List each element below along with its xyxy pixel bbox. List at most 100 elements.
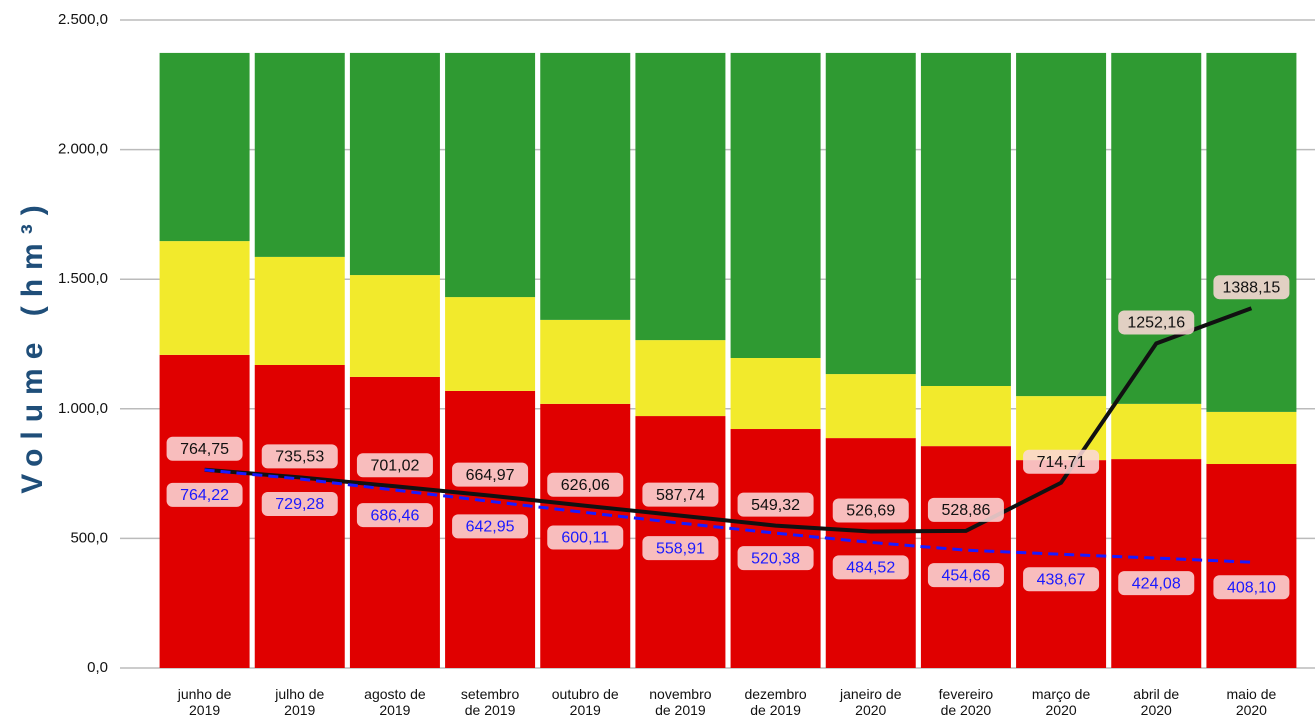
data-label: 484,52 — [832, 555, 909, 580]
data-label: 701,02 — [356, 453, 433, 478]
bar-segment — [825, 374, 916, 439]
data-label-box — [452, 462, 529, 487]
data-label: 642,95 — [452, 514, 529, 539]
x-tick-label: agosto de 2019 — [364, 686, 426, 718]
bar-segment — [254, 364, 345, 668]
y-tick-label: 0,0 — [87, 659, 108, 676]
data-label-box — [356, 453, 433, 478]
data-label-text: 454,66 — [941, 567, 990, 584]
bar-segment — [349, 275, 440, 377]
x-tick-label: janeiro de 2020 — [840, 686, 902, 718]
data-label: 686,46 — [356, 503, 433, 528]
bar-segment — [635, 52, 726, 341]
y-axis-label: Volume (hm³) — [16, 196, 49, 493]
data-label-box — [832, 498, 909, 523]
y-tick-label: 2.500,0 — [58, 11, 108, 28]
x-tick-label: março de 2020 — [1031, 686, 1091, 718]
data-label: 600,11 — [547, 525, 624, 550]
bar-segment — [445, 297, 536, 391]
bar-segment — [825, 52, 916, 375]
bar-segment — [445, 52, 536, 298]
data-label: 729,28 — [261, 491, 338, 516]
data-label: 520,38 — [737, 546, 814, 571]
data-label-text: 587,74 — [656, 487, 705, 504]
y-tick-label: 2.000,0 — [58, 141, 108, 158]
bar-segment — [540, 52, 631, 320]
bar-segment — [254, 256, 345, 365]
bar-segment — [254, 52, 345, 257]
data-label: 587,74 — [642, 482, 719, 507]
data-label-text: 686,46 — [370, 507, 419, 524]
data-label-box — [547, 525, 624, 550]
y-tick-label: 1.500,0 — [58, 270, 108, 287]
x-tick-label: junho de 2019 — [177, 686, 232, 718]
data-label-box — [166, 482, 243, 507]
bar-segment — [540, 319, 631, 404]
data-label-box — [832, 555, 909, 580]
data-label-text: 664,97 — [466, 467, 515, 484]
data-label-box — [642, 536, 719, 561]
data-label: 408,10 — [1213, 575, 1290, 600]
data-label: 735,53 — [261, 444, 338, 469]
data-label-text: 520,38 — [751, 550, 800, 567]
data-label-box — [927, 497, 1004, 522]
bar-segment — [1111, 52, 1202, 404]
bar-segment — [920, 385, 1011, 447]
data-label-box — [452, 514, 529, 539]
data-label-text: 528,86 — [941, 502, 990, 519]
data-label: 764,22 — [166, 482, 243, 507]
data-label-text: 764,75 — [180, 441, 229, 458]
data-label-text: 484,52 — [846, 560, 895, 577]
data-label: 528,86 — [927, 497, 1004, 522]
data-label-text: 558,91 — [656, 540, 705, 557]
bar-segment — [1206, 52, 1297, 412]
x-tick-label: maio de 2020 — [1226, 686, 1277, 718]
data-label-text: 424,08 — [1132, 575, 1181, 592]
bar-segment — [635, 340, 726, 417]
data-label-box — [166, 436, 243, 461]
bar-segment — [1016, 460, 1107, 668]
data-label-box — [1213, 275, 1290, 300]
data-label-text: 714,71 — [1037, 454, 1086, 471]
bar-segment — [730, 52, 821, 358]
data-label-text: 642,95 — [466, 519, 515, 536]
x-tick-label: fevereiro de 2020 — [938, 686, 994, 718]
x-tick-label: outubro de 2019 — [551, 686, 619, 718]
data-label-box — [1118, 571, 1195, 596]
data-label: 664,97 — [452, 462, 529, 487]
data-label-box — [547, 472, 624, 497]
data-label-text: 729,28 — [275, 496, 324, 513]
data-label-box — [927, 563, 1004, 588]
bar-segment — [730, 357, 821, 430]
data-label-text: 408,10 — [1227, 579, 1276, 596]
data-label-box — [737, 546, 814, 571]
bar-segment — [920, 446, 1011, 668]
data-label-text: 600,11 — [561, 530, 609, 547]
data-label-box — [261, 491, 338, 516]
data-label-box — [1023, 449, 1100, 474]
bar-segment — [159, 354, 250, 668]
data-label: 526,69 — [832, 498, 909, 523]
data-label: 424,08 — [1118, 571, 1195, 596]
bar-segment — [1206, 464, 1297, 668]
data-label-text: 526,69 — [846, 503, 895, 520]
x-tick-label: setembro de 2019 — [460, 686, 520, 718]
x-tick-label: julho de 2019 — [275, 686, 325, 718]
data-label: 1252,16 — [1118, 310, 1195, 335]
data-label: 626,06 — [547, 472, 624, 497]
y-tick-label: 1.000,0 — [58, 400, 108, 417]
data-label-box — [1213, 575, 1290, 600]
data-label-box — [642, 482, 719, 507]
x-tick-label: novembro de 2019 — [649, 686, 712, 718]
y-tick-label: 500,0 — [70, 529, 108, 546]
bar-segment — [1206, 411, 1297, 465]
data-label-box — [1023, 567, 1100, 592]
bar-segment — [825, 438, 916, 668]
data-label: 549,32 — [737, 492, 814, 517]
data-label-box — [737, 492, 814, 517]
x-tick-label: dezembro de 2019 — [744, 686, 807, 718]
bar-segment — [1111, 459, 1202, 668]
data-label: 454,66 — [927, 563, 1004, 588]
